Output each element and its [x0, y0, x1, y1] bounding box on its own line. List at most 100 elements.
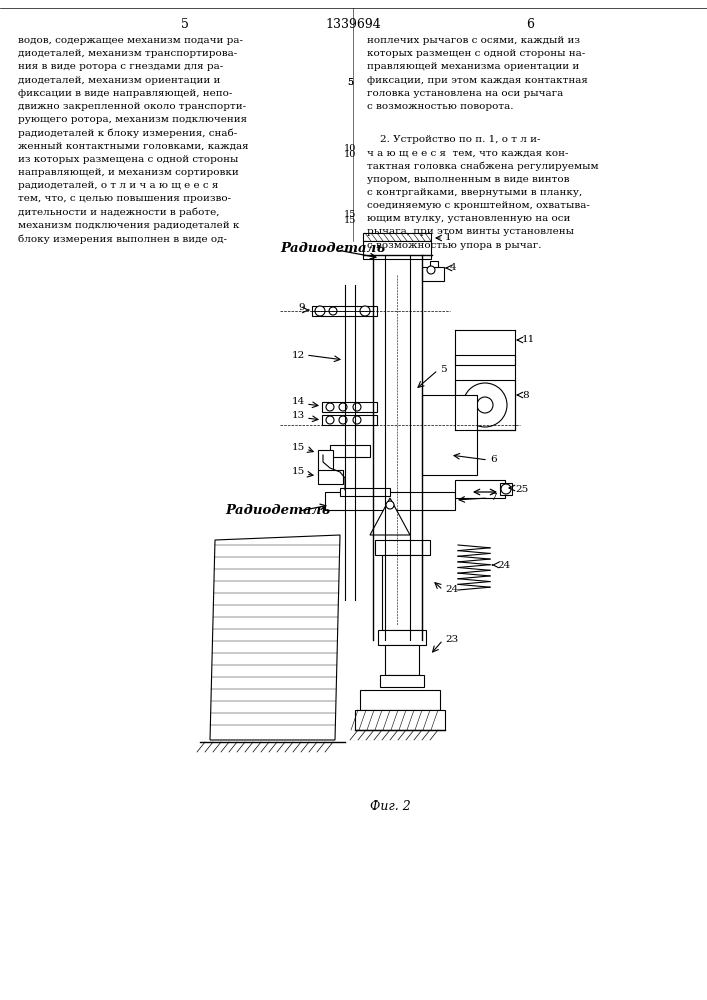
Text: которых размещен с одной стороны на-: которых размещен с одной стороны на- — [367, 49, 585, 58]
Bar — [322, 402, 377, 412]
Bar — [500, 483, 512, 495]
Bar — [422, 267, 444, 281]
Text: 10: 10 — [344, 150, 356, 159]
Text: с возможностью упора в рычаг.: с возможностью упора в рычаг. — [367, 241, 542, 250]
Bar — [422, 395, 477, 475]
Text: 24: 24 — [445, 585, 458, 594]
Circle shape — [501, 484, 511, 494]
Bar — [380, 675, 424, 687]
Bar — [375, 540, 430, 555]
Text: блоку измерения выполнен в виде од-: блоку измерения выполнен в виде од- — [18, 234, 227, 243]
Bar — [382, 555, 422, 630]
Text: 7: 7 — [490, 493, 496, 502]
Text: радиодеталей к блоку измерения, снаб-: радиодеталей к блоку измерения, снаб- — [18, 128, 238, 138]
Bar — [325, 492, 455, 510]
Polygon shape — [370, 498, 410, 535]
Bar — [455, 355, 515, 365]
Text: тем, что, с целью повышения произво-: тем, что, с целью повышения произво- — [18, 194, 231, 203]
Text: 12: 12 — [292, 351, 305, 360]
Text: 6: 6 — [490, 456, 496, 464]
Text: рующего ротора, механизм подключения: рующего ротора, механизм подключения — [18, 115, 247, 124]
Bar — [322, 415, 377, 425]
Text: фиксации, при этом каждая контактная: фиксации, при этом каждая контактная — [367, 76, 588, 85]
Bar — [312, 306, 377, 316]
Text: дительности и надежности в работе,: дительности и надежности в работе, — [18, 208, 219, 217]
Text: из которых размещена с одной стороны: из которых размещена с одной стороны — [18, 155, 238, 164]
Circle shape — [326, 416, 334, 424]
Text: радиодеталей, о т л и ч а ю щ е е с я: радиодеталей, о т л и ч а ю щ е е с я — [18, 181, 218, 190]
Text: водов, содержащее механизм подачи ра-: водов, содержащее механизм подачи ра- — [18, 36, 243, 45]
Circle shape — [315, 306, 325, 316]
Text: 11: 11 — [522, 336, 535, 344]
Bar — [360, 690, 440, 710]
Text: 1339694: 1339694 — [325, 18, 381, 31]
Text: тактная головка снабжена регулируемым: тактная головка снабжена регулируемым — [367, 161, 599, 171]
Text: 15: 15 — [292, 442, 305, 452]
Circle shape — [339, 403, 347, 411]
Text: движно закрепленной около транспорти-: движно закрепленной около транспорти- — [18, 102, 246, 111]
Bar — [363, 241, 431, 259]
Text: головка установлена на оси рычага: головка установлена на оси рычага — [367, 89, 563, 98]
Bar — [455, 380, 515, 430]
Text: 5: 5 — [440, 365, 447, 374]
Text: 14: 14 — [292, 397, 305, 406]
Circle shape — [477, 397, 493, 413]
Text: Радиодеталь: Радиодеталь — [280, 241, 385, 254]
Text: ния в виде ротора с гнездами для ра-: ния в виде ротора с гнездами для ра- — [18, 62, 223, 71]
Bar — [455, 480, 505, 498]
Text: фиксации в виде направляющей, непо-: фиксации в виде направляющей, непо- — [18, 89, 233, 98]
Text: 9: 9 — [298, 304, 305, 312]
Circle shape — [353, 403, 361, 411]
Circle shape — [360, 306, 370, 316]
Bar — [363, 233, 431, 241]
Circle shape — [386, 501, 394, 509]
Text: 5: 5 — [347, 78, 353, 87]
Text: диодеталей, механизм ориентации и: диодеталей, механизм ориентации и — [18, 76, 221, 85]
Text: Радиодеталь: Радиодеталь — [225, 504, 330, 516]
Text: 15: 15 — [344, 210, 356, 219]
Text: 25: 25 — [515, 486, 528, 494]
Bar — [385, 645, 419, 675]
Text: с возможностью поворота.: с возможностью поворота. — [367, 102, 513, 111]
Circle shape — [329, 307, 337, 315]
Circle shape — [326, 403, 334, 411]
Text: с контргайками, ввернутыми в планку,: с контргайками, ввернутыми в планку, — [367, 188, 583, 197]
Text: правляющей механизма ориентации и: правляющей механизма ориентации и — [367, 62, 579, 71]
Text: механизм подключения радиодеталей к: механизм подключения радиодеталей к — [18, 221, 240, 230]
Text: 1: 1 — [445, 233, 452, 242]
Text: 24: 24 — [497, 560, 510, 570]
Circle shape — [427, 266, 435, 274]
Text: 10: 10 — [344, 144, 356, 153]
Text: рычага, при этом винты установлены: рычага, при этом винты установлены — [367, 227, 574, 236]
Polygon shape — [210, 535, 340, 740]
Bar — [318, 470, 343, 484]
Text: 5: 5 — [181, 18, 189, 31]
Text: 23: 23 — [445, 636, 458, 645]
Text: ч а ю щ е е с я  тем, что каждая кон-: ч а ю щ е е с я тем, что каждая кон- — [367, 148, 568, 157]
Text: 6: 6 — [526, 18, 534, 31]
Bar — [318, 450, 333, 475]
Text: 2. Устройство по п. 1, о т л и-: 2. Устройство по п. 1, о т л и- — [367, 135, 540, 144]
Text: диодеталей, механизм транспортирова-: диодеталей, механизм транспортирова- — [18, 49, 238, 58]
Text: женный контактными головками, каждая: женный контактными головками, каждая — [18, 142, 249, 151]
Bar — [340, 488, 390, 496]
Bar — [330, 445, 370, 457]
Text: 8: 8 — [522, 390, 529, 399]
Circle shape — [353, 416, 361, 424]
Text: 15: 15 — [292, 468, 305, 477]
Text: 13: 13 — [292, 412, 305, 420]
Text: 5: 5 — [347, 78, 353, 87]
Bar — [430, 261, 438, 267]
Text: направляющей, и механизм сортировки: направляющей, и механизм сортировки — [18, 168, 239, 177]
Text: упором, выполненным в виде винтов: упором, выполненным в виде винтов — [367, 175, 570, 184]
Circle shape — [339, 416, 347, 424]
Text: 15: 15 — [344, 216, 356, 225]
Bar — [355, 710, 445, 730]
Text: 4: 4 — [450, 263, 457, 272]
Text: ющим втулку, установленную на оси: ющим втулку, установленную на оси — [367, 214, 571, 223]
Text: Фиг. 2: Фиг. 2 — [370, 800, 410, 813]
Text: ноплечих рычагов с осями, каждый из: ноплечих рычагов с осями, каждый из — [367, 36, 580, 45]
Bar — [378, 630, 426, 645]
Circle shape — [463, 383, 507, 427]
Text: соединяемую с кронштейном, охватыва-: соединяемую с кронштейном, охватыва- — [367, 201, 590, 210]
